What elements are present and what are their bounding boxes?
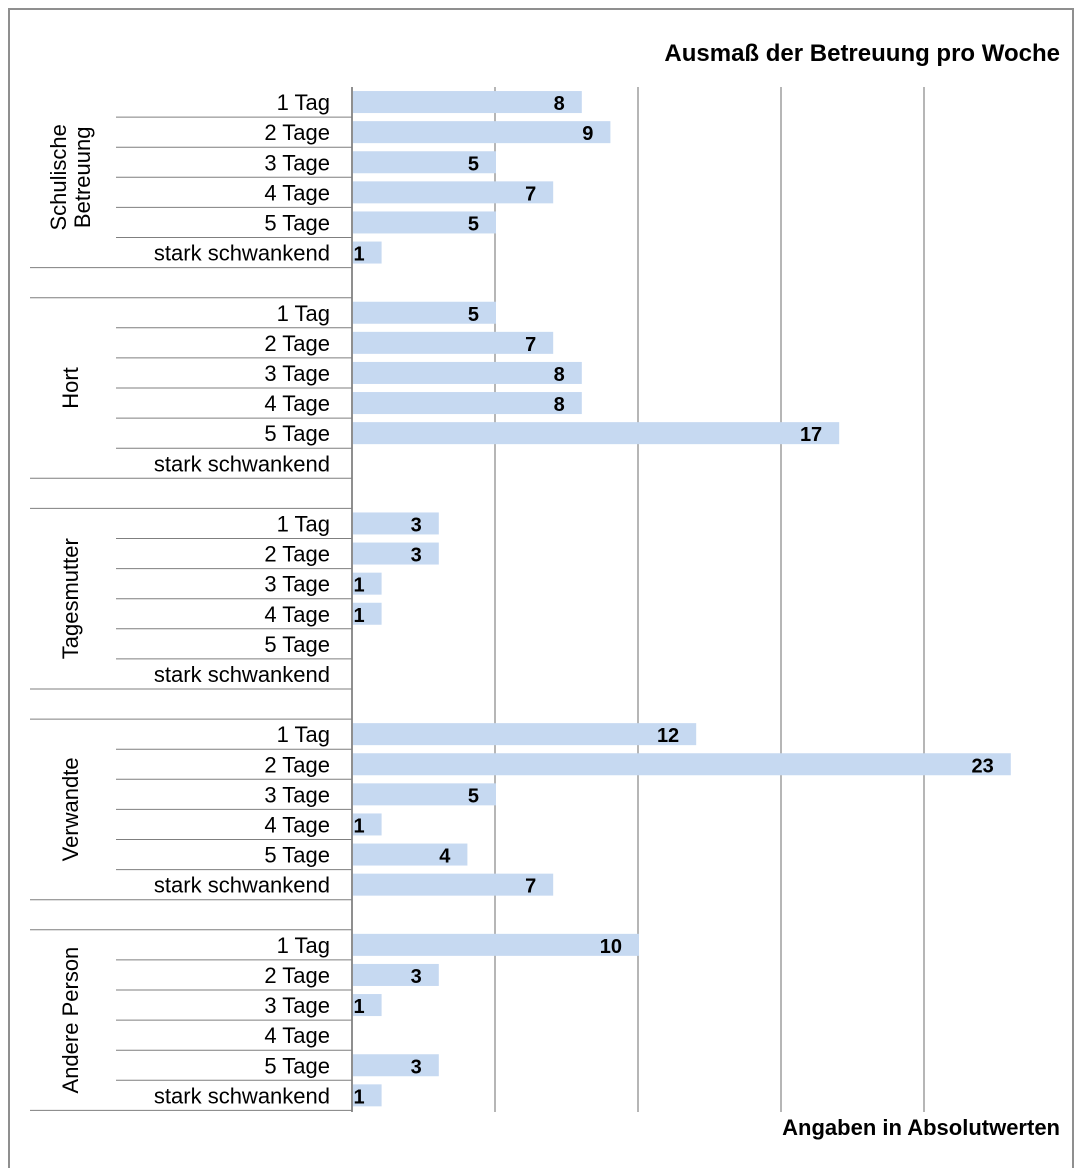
group-label-line: Hort [58, 367, 83, 409]
category-label: stark schwankend [154, 873, 330, 898]
bar [353, 151, 496, 174]
bar [353, 813, 382, 836]
bar [353, 933, 639, 956]
bar [353, 1054, 439, 1077]
bar-value-label: 5 [468, 213, 479, 235]
category-label: 3 Tage [264, 782, 330, 807]
bar-value-label: 8 [554, 93, 565, 115]
bar-value-label: 3 [411, 514, 422, 536]
chart-title: Ausmaß der Betreuung pro Woche [664, 40, 1060, 67]
bar-value-label: 5 [468, 785, 479, 807]
bar [353, 361, 582, 384]
category-label: 4 Tage [264, 602, 330, 627]
category-label: 1 Tag [277, 722, 330, 747]
bar-value-label: 17 [800, 424, 822, 446]
category-label: 5 Tage [264, 843, 330, 868]
category-label: 2 Tage [264, 331, 330, 356]
category-label: 5 Tage [264, 632, 330, 657]
category-label: 1 Tag [277, 511, 330, 536]
bar [353, 843, 468, 866]
bar [353, 422, 840, 445]
bar [353, 602, 382, 625]
bar-value-label: 7 [525, 183, 536, 205]
bar-value-label: 1 [353, 1086, 364, 1108]
bar-value-label: 7 [525, 876, 536, 898]
bar [353, 723, 697, 746]
category-label: 3 Tage [264, 150, 330, 175]
bar-value-label: 5 [468, 304, 479, 326]
category-label: 3 Tage [264, 993, 330, 1018]
bar-value-label: 10 [600, 936, 622, 958]
group-label: Tagesmutter [58, 538, 83, 659]
bar [353, 1084, 382, 1107]
group-label: Schulische Betreuung [46, 124, 95, 230]
category-label: 1 Tag [277, 90, 330, 115]
group-label: Verwandte [58, 757, 83, 861]
bar-value-label: 3 [411, 1056, 422, 1078]
bar-value-label: 1 [353, 575, 364, 597]
bar-value-label: 8 [554, 364, 565, 386]
category-label: 3 Tage [264, 572, 330, 597]
bar [353, 512, 439, 535]
group-label: Hort [58, 367, 83, 409]
bar [353, 301, 496, 324]
bar [353, 211, 496, 234]
bar [353, 91, 582, 114]
bar-value-label: 1 [353, 815, 364, 837]
bar [353, 241, 382, 264]
bar [353, 783, 496, 806]
bar-value-label: 3 [411, 966, 422, 988]
bar [353, 994, 382, 1017]
bar [353, 392, 582, 415]
bar-value-label: 1 [353, 244, 364, 266]
group-label: Andere Person [58, 947, 83, 1094]
category-label: stark schwankend [154, 451, 330, 476]
bar [353, 121, 611, 144]
category-label: stark schwankend [154, 1083, 330, 1108]
bar [353, 572, 382, 595]
group-label-line: Betreuung [70, 127, 95, 229]
category-label: 2 Tage [264, 752, 330, 777]
group-label-line: Schulische [46, 124, 71, 230]
bar-value-label: 23 [972, 755, 994, 777]
category-label: 2 Tage [264, 963, 330, 988]
category-label: stark schwankend [154, 662, 330, 687]
category-label: 4 Tage [264, 812, 330, 837]
category-label: 5 Tage [264, 1053, 330, 1078]
bar-value-label: 3 [411, 545, 422, 567]
bar [353, 753, 1011, 776]
bar-value-label: 7 [525, 334, 536, 356]
category-label: 4 Tage [264, 1023, 330, 1048]
bar [353, 331, 554, 354]
bar-value-label: 4 [439, 846, 451, 868]
group-label-line: Verwandte [58, 757, 83, 861]
group-label-line: Andere Person [58, 947, 83, 1094]
bar-value-label: 1 [353, 996, 364, 1018]
group-label-line: Tagesmutter [58, 538, 83, 659]
bar-value-label: 9 [582, 123, 593, 145]
chart-footnote: Angaben in Absolutwerten [782, 1115, 1060, 1140]
bar [353, 963, 439, 986]
bar-value-label: 12 [657, 725, 679, 747]
category-label: 1 Tag [277, 933, 330, 958]
category-label: 4 Tage [264, 180, 330, 205]
bar [353, 181, 554, 204]
bar-value-label: 8 [554, 394, 565, 416]
category-label: 1 Tag [277, 301, 330, 326]
category-label: 3 Tage [264, 361, 330, 386]
bar-value-label: 1 [353, 605, 364, 627]
category-label: 5 Tage [264, 210, 330, 235]
bar-value-label: 5 [468, 153, 479, 175]
category-label: 2 Tage [264, 120, 330, 145]
bar [353, 873, 554, 896]
category-label: 5 Tage [264, 421, 330, 446]
category-label: 4 Tage [264, 391, 330, 416]
category-label: stark schwankend [154, 241, 330, 266]
bar [353, 542, 439, 565]
category-label: 2 Tage [264, 542, 330, 567]
